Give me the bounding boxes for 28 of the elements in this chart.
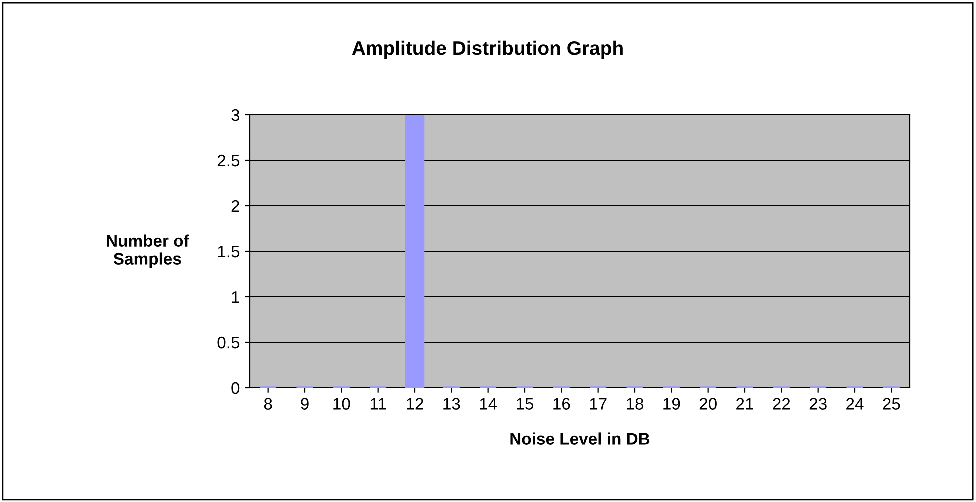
chart-title: Amplitude Distribution Graph (352, 40, 623, 60)
x-tick-label: 23 (810, 398, 827, 410)
x-tick-label: 24 (846, 398, 864, 410)
x-tick-label: 21 (736, 398, 754, 410)
y-tick-label: 0.5 (218, 336, 240, 349)
x-tick-label: 18 (627, 398, 644, 410)
x-tick-label: 22 (773, 398, 790, 410)
x-tick-label: 15 (517, 398, 534, 410)
y-tick-label: 2 (232, 200, 240, 212)
x-tick-label: 25 (883, 398, 900, 410)
x-tick-label: 17 (590, 398, 607, 410)
x-tick-label: 12 (407, 398, 424, 410)
y-tick-label: 1 (232, 292, 240, 304)
x-tick-label: 11 (370, 398, 386, 410)
y-tick-label: 3 (232, 109, 240, 122)
x-tick-label: 13 (444, 398, 460, 410)
x-tick-label: 20 (700, 398, 717, 410)
y-tick-label: 1.5 (218, 246, 240, 258)
y-tick-label: 2.5 (218, 154, 240, 167)
x-tick-label: 19 (664, 398, 680, 410)
y-axis-title: Number of Samples (107, 234, 190, 268)
x-tick-label: 9 (301, 398, 309, 410)
x-tick-label: 8 (264, 398, 272, 410)
x-axis-title: Noise Level in DB (510, 432, 650, 445)
x-tick-label: 10 (334, 398, 350, 410)
x-tick-label: 16 (554, 398, 570, 410)
y-tick-label: 0 (232, 382, 240, 394)
x-tick-label: 14 (480, 398, 498, 410)
